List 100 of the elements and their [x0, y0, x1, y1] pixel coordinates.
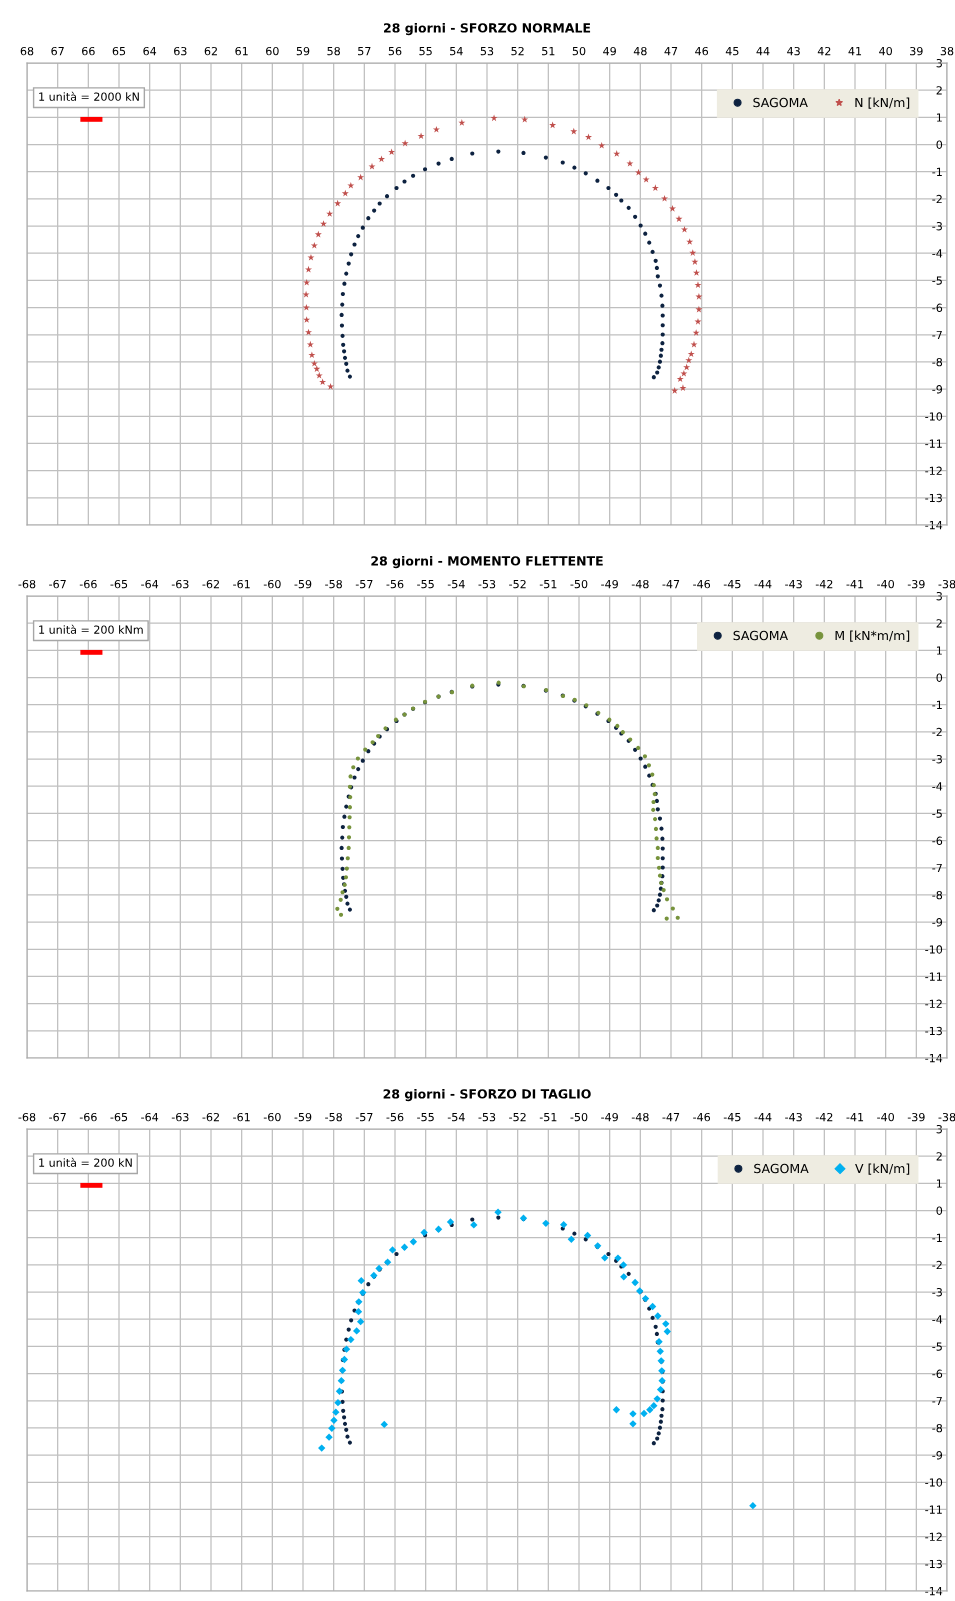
legend-label: SAGOMA [754, 1163, 809, 1174]
x-tick-label: -64 [141, 1112, 159, 1122]
x-tick-label: -42 [815, 1112, 833, 1122]
x-tick-label: 46 [695, 46, 709, 56]
x-tick-label: -56 [386, 579, 404, 589]
x-tick-label: -68 [18, 1112, 36, 1122]
x-tick-label: -51 [539, 1113, 557, 1122]
x-tick-label: 62 [204, 46, 217, 56]
x-tick-label: 40 [879, 46, 892, 56]
x-tick-label: 42 [817, 46, 831, 56]
y-tick-label: -7 [932, 330, 942, 339]
x-tick-label: -54 [447, 1113, 465, 1122]
x-tick-label: -63 [171, 579, 189, 589]
x-tick-label: 41 [848, 47, 862, 56]
x-tick-label: -54 [447, 580, 465, 589]
x-tick-label: -44 [754, 580, 772, 589]
x-tick-label: -48 [631, 1112, 649, 1122]
y-tick-label: 2 [936, 619, 942, 628]
x-tick-label: -39 [907, 579, 925, 589]
x-tick-label: -43 [785, 579, 802, 589]
y-tick-label: 3 [936, 591, 942, 601]
x-tick-label: -41 [846, 580, 864, 589]
legend-label: V [kN/m] [855, 1163, 910, 1175]
y-tick-label: -5 [932, 809, 942, 818]
x-tick-label: -57 [355, 1113, 373, 1122]
y-tick-label: -1 [932, 167, 942, 176]
x-tick-label: 52 [511, 46, 524, 56]
x-tick-label: 48 [633, 46, 647, 56]
x-tick-label: 55 [419, 47, 432, 56]
x-tick-label: 68 [20, 46, 34, 56]
y-tick-label: -11 [925, 439, 942, 448]
y-tick-label: -12 [925, 999, 942, 1008]
y-tick-label: -2 [932, 727, 942, 737]
y-tick-label: 2 [936, 1152, 942, 1161]
x-tick-label: -52 [509, 1112, 526, 1122]
x-tick-label: -58 [325, 579, 342, 589]
x-tick-label: -61 [233, 579, 250, 589]
x-tick-label: -38 [938, 1112, 955, 1122]
y-tick-label: -2 [932, 1260, 942, 1270]
x-tick-label: -64 [141, 579, 159, 589]
x-tick-label: -56 [386, 1112, 404, 1122]
x-tick-label: -44 [754, 1113, 772, 1122]
x-tick-label: -58 [325, 1112, 342, 1122]
x-tick-label: -55 [417, 580, 434, 589]
x-tick-label: 50 [572, 46, 586, 56]
x-tick-label: -59 [294, 1112, 312, 1122]
x-tick-label: -65 [110, 579, 128, 589]
x-tick-label: 54 [450, 47, 463, 56]
x-tick-label: -62 [202, 579, 219, 589]
y-tick-label: -5 [932, 276, 942, 285]
x-tick-label: 39 [910, 46, 923, 56]
x-tick-label: -65 [110, 1112, 128, 1122]
legend-label: SAGOMA [733, 630, 788, 641]
y-tick-label: -10 [925, 1478, 943, 1487]
x-tick-label: 49 [603, 46, 616, 56]
y-tick-label: -1 [932, 1233, 942, 1242]
x-tick-label: -61 [233, 1112, 250, 1122]
annotation: 1 unità = 200 kNm [39, 624, 143, 634]
x-tick-label: 67 [51, 46, 64, 56]
y-tick-label: -10 [925, 412, 943, 421]
y-tick-label: -14 [925, 1054, 943, 1063]
y-tick-label: -9 [932, 1451, 943, 1460]
x-tick-label: 61 [235, 46, 248, 56]
x-tick-label: 47 [664, 47, 678, 56]
x-tick-label: 56 [388, 46, 402, 56]
x-tick-label: -62 [202, 1112, 219, 1122]
x-tick-label: 58 [327, 46, 340, 56]
x-tick-label: -40 [877, 1112, 894, 1122]
x-tick-label: -45 [723, 580, 741, 589]
y-tick-label: -2 [932, 194, 942, 204]
y-tick-label: -14 [925, 1587, 943, 1596]
legend-label: M [kN*m/m] [835, 630, 910, 642]
y-tick-label: -10 [925, 945, 943, 954]
y-tick-label: -14 [925, 521, 943, 530]
y-tick-label: -11 [925, 972, 942, 981]
y-tick-label: 2 [936, 86, 942, 95]
x-tick-label: 53 [480, 46, 494, 56]
x-tick-label: 63 [174, 46, 187, 56]
x-tick-label: -60 [263, 579, 281, 589]
x-tick-label: 45 [725, 47, 739, 56]
y-tick-label: -6 [932, 836, 943, 845]
y-tick-label: -3 [932, 1288, 942, 1297]
x-tick-label: -48 [631, 579, 649, 589]
y-tick-label: -9 [932, 385, 943, 394]
x-tick-label: 57 [358, 47, 371, 56]
x-tick-label: 59 [296, 46, 310, 56]
annotation: 1 unità = 2000 kN [39, 91, 139, 101]
y-tick-label: 0 [936, 1206, 943, 1215]
y-tick-label: -3 [932, 222, 942, 231]
y-tick-label: 1 [936, 113, 942, 122]
x-tick-label: 44 [756, 47, 770, 56]
x-tick-label: 60 [266, 46, 279, 56]
y-tick-label: 0 [936, 140, 943, 149]
x-tick-label: 64 [143, 46, 157, 56]
x-tick-label: -43 [785, 1112, 802, 1122]
x-tick-label: -66 [79, 579, 97, 589]
x-tick-label: -49 [601, 1112, 618, 1122]
legend-label: N [kN/m] [855, 97, 910, 109]
x-tick-label: -47 [662, 580, 680, 589]
legend-label: SAGOMA [753, 97, 808, 108]
